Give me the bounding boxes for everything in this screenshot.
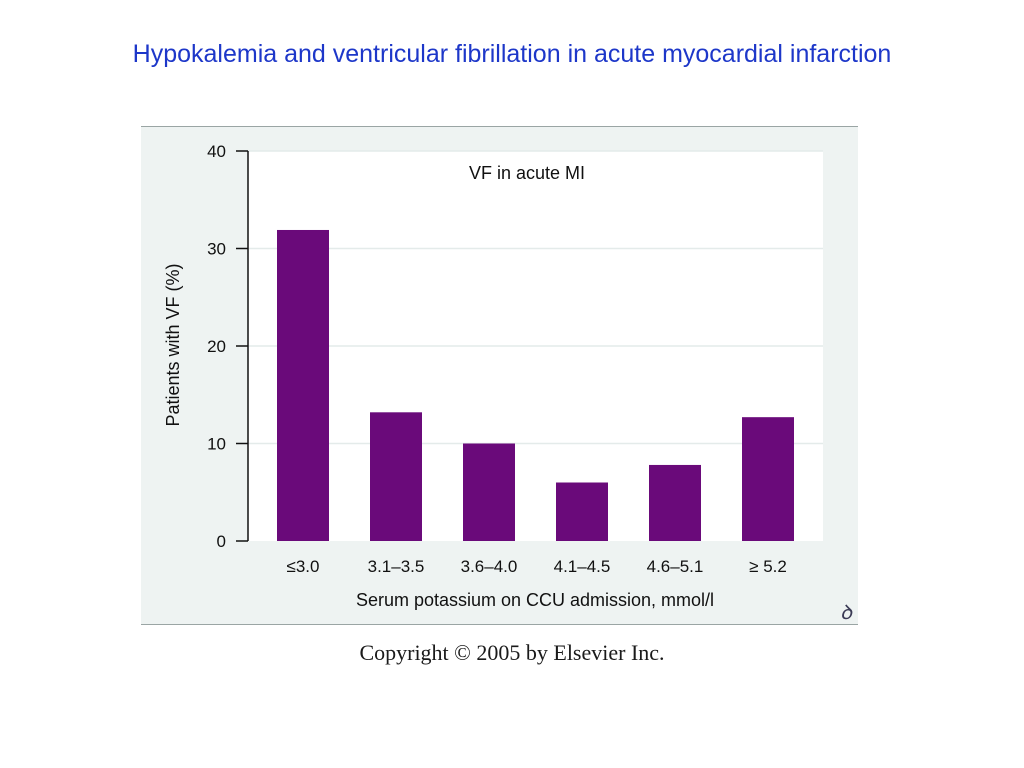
bar-chart: 0 10 20 30 40 ≤3.0 3.1–3.5 3.6–4.0 4.1–4.5 4.6–5…: [163, 142, 823, 610]
slide-title: Hypokalemia and ventricular fibrillation…: [132, 40, 892, 68]
x-tick-label: 3.6–4.0: [461, 557, 518, 576]
bar: [277, 229, 329, 541]
y-tick-label: 20: [207, 337, 226, 356]
bar: [556, 482, 608, 541]
y-tick-label: 30: [207, 240, 226, 259]
x-tick-label: 3.1–3.5: [368, 557, 425, 576]
y-tick-label: 10: [207, 435, 226, 454]
bar: [742, 417, 794, 541]
chart-title: VF in acute MI: [469, 163, 585, 183]
x-tick-label: ≤3.0: [287, 557, 320, 576]
x-tick-label: 4.6–5.1: [647, 557, 704, 576]
x-axis-title: Serum potassium on CCU admission, mmol/l: [356, 590, 714, 610]
bar: [370, 412, 422, 541]
x-tick-label: 4.1–4.5: [554, 557, 611, 576]
y-tick-label: 40: [207, 142, 226, 161]
grid-lines: [248, 150, 823, 445]
elsevier-logo-icon: ꝺ: [840, 600, 852, 624]
y-axis-title: Patients with VF (%): [163, 263, 183, 426]
y-tick-label: 0: [217, 532, 226, 551]
copyright-notice: Copyright © 2005 by Elsevier Inc.: [359, 640, 665, 665]
bar: [649, 464, 701, 541]
x-axis: ≤3.0 3.1–3.5 3.6–4.0 4.1–4.5 4.6–5.1 ≥ 5.2: [287, 557, 787, 576]
bar: [463, 443, 515, 541]
y-axis: 0 10 20 30 40: [207, 142, 249, 551]
chart-figure: 0 10 20 30 40 ≤3.0 3.1–3.5 3.6–4.0 4.1–4.5 4.6–5…: [141, 126, 858, 625]
bars: [277, 229, 794, 541]
x-tick-label: ≥ 5.2: [749, 557, 787, 576]
